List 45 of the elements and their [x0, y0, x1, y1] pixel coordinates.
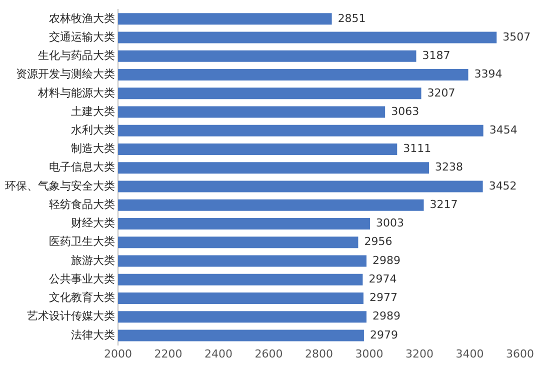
x-tick-label: 2800 — [305, 347, 333, 360]
y-tick-label: 材料与能源大类 — [37, 86, 115, 100]
data-label: 3187 — [422, 49, 450, 62]
data-label: 3111 — [403, 142, 432, 156]
data-label: 2851 — [338, 12, 366, 25]
x-tick-label: 2400 — [204, 347, 232, 360]
y-tick-label: 电子信息大类 — [49, 160, 115, 174]
data-label: 2989 — [372, 310, 400, 323]
x-tick-label: 2200 — [154, 347, 182, 360]
y-tick-label: 轻纺食品大类 — [49, 198, 115, 211]
data-label: 2989 — [372, 254, 400, 267]
data-label: 3394 — [474, 68, 502, 81]
y-tick-label: 环保、气象与安全大类 — [5, 179, 115, 192]
y-tick-label: 财经大类 — [71, 216, 115, 230]
x-tick-label: 3000 — [355, 347, 384, 360]
data-label: 2956 — [364, 235, 392, 248]
data-label: 3063 — [391, 104, 420, 118]
data-label: 2974 — [368, 272, 397, 286]
x-tick-label: 2000 — [104, 347, 132, 360]
y-tick-label: 土建大类 — [71, 104, 115, 118]
y-tick-label: 水利大类 — [71, 124, 115, 137]
y-tick-label: 资源开发与测绘大类 — [16, 68, 115, 81]
y-tick-label: 公共事业大类 — [49, 272, 115, 286]
data-label: 2977 — [369, 291, 398, 304]
y-tick-label: 旅游大类 — [71, 254, 115, 267]
data-label: 3507 — [502, 30, 531, 44]
x-tick-label: 3600 — [506, 347, 534, 360]
data-label: 3452 — [488, 179, 517, 192]
x-tick-label: 3400 — [456, 347, 484, 360]
data-label: 3217 — [430, 198, 458, 211]
x-tick-label: 3200 — [406, 347, 434, 360]
y-tick-label: 制造大类 — [71, 142, 115, 156]
data-label: 3238 — [435, 160, 464, 174]
y-tick-label: 艺术设计传媒大类 — [27, 310, 115, 323]
data-label: 3207 — [427, 86, 456, 100]
y-tick-label: 交通运输大类 — [49, 30, 115, 44]
y-tick-label: 生化与药品大类 — [38, 49, 115, 62]
data-label: 3454 — [489, 124, 518, 137]
x-tick-label: 2600 — [254, 347, 283, 360]
data-label: 2979 — [370, 328, 398, 342]
y-tick-label: 法律大类 — [71, 328, 115, 342]
data-label: 3003 — [376, 216, 404, 230]
y-tick-label: 医药卫生大类 — [49, 235, 115, 248]
y-tick-label: 农林牧渔大类 — [49, 12, 115, 25]
y-tick-label: 文化教育大类 — [49, 291, 115, 304]
